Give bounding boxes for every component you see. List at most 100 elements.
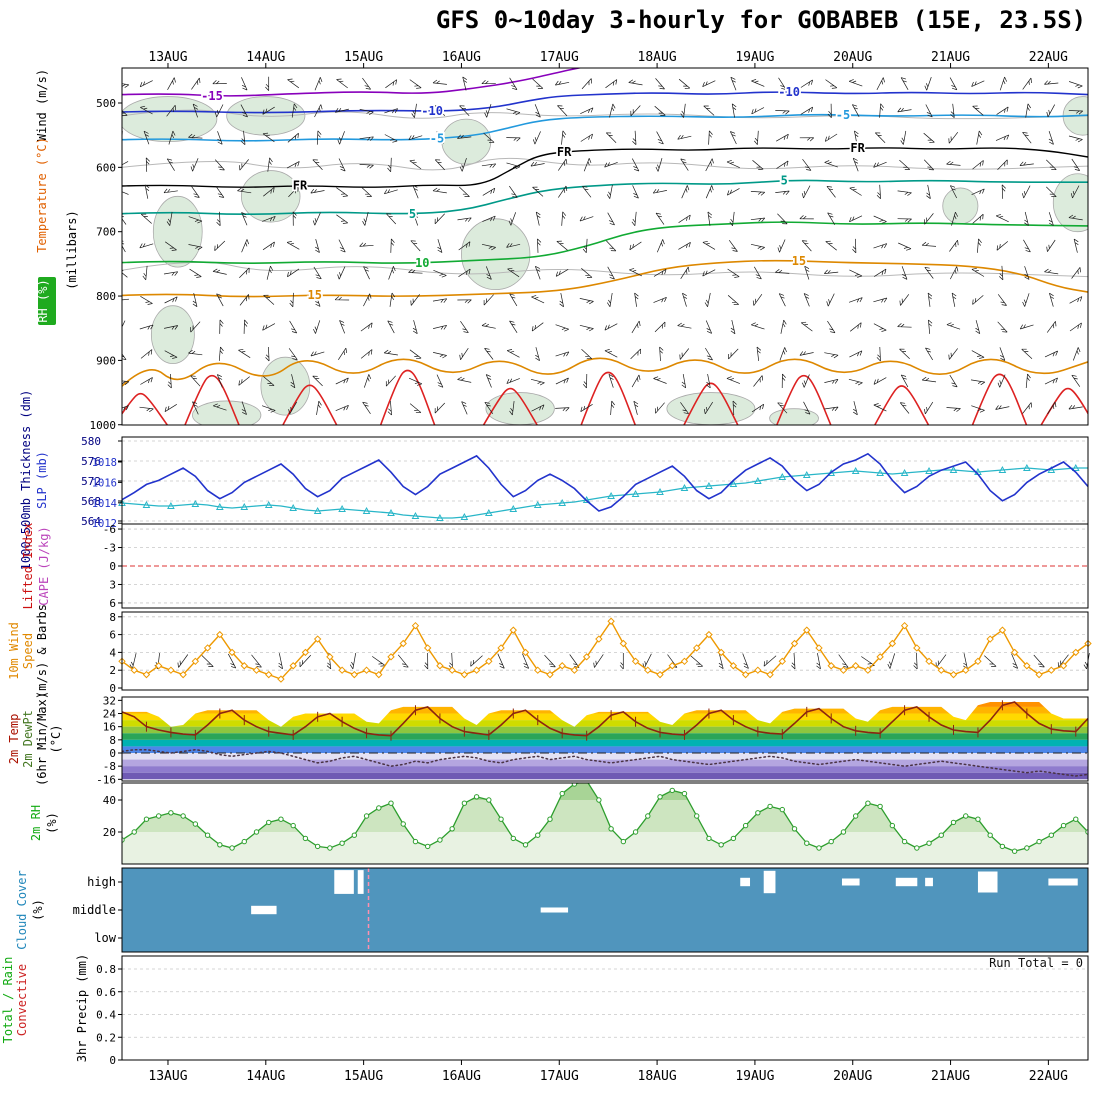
svg-text:3: 3 <box>109 578 116 591</box>
svg-text:15AUG: 15AUG <box>344 50 383 65</box>
svg-text:20AUG: 20AUG <box>833 1069 872 1084</box>
contour-labels: -15 -10 -10 -5 -5 FR FR FR 5 5 10 15 15 <box>199 83 867 304</box>
svg-text:32: 32 <box>103 694 116 707</box>
panel-temp2m <box>122 700 1088 780</box>
svg-text:-5: -5 <box>836 108 850 122</box>
svg-text:15AUG: 15AUG <box>344 1069 383 1084</box>
svg-text:18AUG: 18AUG <box>638 50 677 65</box>
thickness-markers <box>118 463 1080 521</box>
svg-text:-10: -10 <box>421 104 443 118</box>
rh-area <box>122 783 1088 864</box>
svg-text:16AUG: 16AUG <box>442 50 481 65</box>
chart-title: GFS 0~10day 3-hourly for GOBABEB (15E, 2… <box>435 6 1087 34</box>
dewpoint-line <box>122 748 1088 777</box>
panel-rh2m <box>122 783 1088 864</box>
svg-text:FR: FR <box>293 179 308 193</box>
svg-text:0.8: 0.8 <box>96 963 116 976</box>
svg-text:-16: -16 <box>96 773 116 786</box>
left-axis-labels: Wind (m/s)Temperature (°C) RH (%) (milliba… <box>1 69 89 1062</box>
svg-text:14AUG: 14AUG <box>246 1069 285 1084</box>
svg-text:18AUG: 18AUG <box>638 1069 677 1084</box>
svg-text:572: 572 <box>81 475 101 488</box>
svg-text:RH (%): RH (%) <box>36 279 50 322</box>
svg-text:1018: 1018 <box>92 457 117 469</box>
svg-text:10: 10 <box>415 256 429 270</box>
svg-text:576: 576 <box>81 455 101 468</box>
svg-text:15: 15 <box>792 254 806 268</box>
cloud-clear-patches <box>251 870 1078 915</box>
thickness-line <box>121 467 1088 519</box>
svg-text:24: 24 <box>103 708 117 721</box>
svg-text:4: 4 <box>109 646 116 659</box>
svg-text:5: 5 <box>409 207 416 221</box>
svg-text:6: 6 <box>109 597 116 610</box>
panel-upper-air: -15 -10 -10 -5 -5 FR FR FR 5 5 10 15 15 <box>122 68 1088 425</box>
svg-text:6: 6 <box>109 629 116 642</box>
y-axis-labels: 5006007008009001000580576572568564101810… <box>73 97 122 1067</box>
svg-text:-15: -15 <box>201 89 223 103</box>
svg-text:0.2: 0.2 <box>96 1031 116 1044</box>
svg-text:(6hr Min/Max): (6hr Min/Max) <box>35 692 49 786</box>
svg-text:0: 0 <box>109 747 116 760</box>
svg-text:Lifted Index: Lifted Index <box>21 523 35 610</box>
wind-speed-markers <box>118 617 1092 683</box>
svg-text:Speed: Speed <box>21 633 35 669</box>
svg-text:40: 40 <box>103 794 116 807</box>
svg-text:17AUG: 17AUG <box>540 50 579 65</box>
svg-text:1000-500mb Thickness (dm): 1000-500mb Thickness (dm) <box>19 390 33 571</box>
svg-text:(millibars): (millibars) <box>65 210 79 289</box>
svg-text:900: 900 <box>96 354 116 367</box>
svg-text:0.6: 0.6 <box>96 986 116 999</box>
svg-text:CAPE (J/kg): CAPE (J/kg) <box>37 526 51 605</box>
svg-text:high: high <box>87 875 116 889</box>
svg-text:Total / Rain: Total / Rain <box>1 957 15 1044</box>
panel-slp-thickness <box>118 440 1089 522</box>
svg-text:1012: 1012 <box>92 518 117 530</box>
panel-cloud <box>122 868 1088 952</box>
svg-text:13AUG: 13AUG <box>148 50 187 65</box>
wind10m-barbs <box>129 652 1090 670</box>
svg-text:Wind (m/s): Wind (m/s) <box>35 69 49 141</box>
svg-text:-10: -10 <box>778 85 800 99</box>
temp-line <box>122 701 1088 737</box>
svg-text:1014: 1014 <box>92 498 117 510</box>
svg-text:5: 5 <box>781 173 788 187</box>
slp-line <box>121 452 1089 512</box>
svg-text:564: 564 <box>81 515 101 528</box>
svg-text:0: 0 <box>109 560 116 573</box>
svg-text:800: 800 <box>96 290 116 303</box>
svg-text:10m Wind: 10m Wind <box>7 622 21 680</box>
svg-text:-8: -8 <box>103 760 116 773</box>
svg-text:2: 2 <box>109 664 116 677</box>
svg-text:19AUG: 19AUG <box>735 50 774 65</box>
svg-text:(m/s) & Barbs: (m/s) & Barbs <box>35 604 49 698</box>
svg-text:1016: 1016 <box>92 477 117 489</box>
svg-text:(%): (%) <box>31 899 45 921</box>
svg-text:3hr Precip (mm): 3hr Precip (mm) <box>75 954 89 1062</box>
rh-markers <box>122 783 1088 854</box>
svg-text:8: 8 <box>109 734 116 747</box>
svg-text:580: 580 <box>81 435 101 448</box>
upper-wind-barbs <box>122 76 1084 416</box>
svg-text:22AUG: 22AUG <box>1029 1069 1068 1084</box>
upper-temp-contours <box>122 68 1088 387</box>
svg-text:0: 0 <box>109 682 116 695</box>
svg-text:19AUG: 19AUG <box>735 1069 774 1084</box>
upper-red-contours <box>122 369 1088 425</box>
svg-text:-3: -3 <box>103 542 116 555</box>
svg-text:700: 700 <box>96 226 116 239</box>
svg-text:Temperature (°C): Temperature (°C) <box>35 137 49 253</box>
panel-wind10m <box>118 616 1092 683</box>
svg-text:FR: FR <box>850 141 865 155</box>
svg-text:0: 0 <box>109 1054 116 1067</box>
wind-speed-line <box>121 619 1089 680</box>
svg-text:21AUG: 21AUG <box>931 50 970 65</box>
svg-text:Convective: Convective <box>15 964 29 1036</box>
svg-text:1000: 1000 <box>90 419 117 432</box>
svg-text:20AUG: 20AUG <box>833 50 872 65</box>
svg-text:568: 568 <box>81 495 101 508</box>
svg-text:Run Total = 0: Run Total = 0 <box>989 956 1083 970</box>
svg-text:20: 20 <box>103 826 116 839</box>
